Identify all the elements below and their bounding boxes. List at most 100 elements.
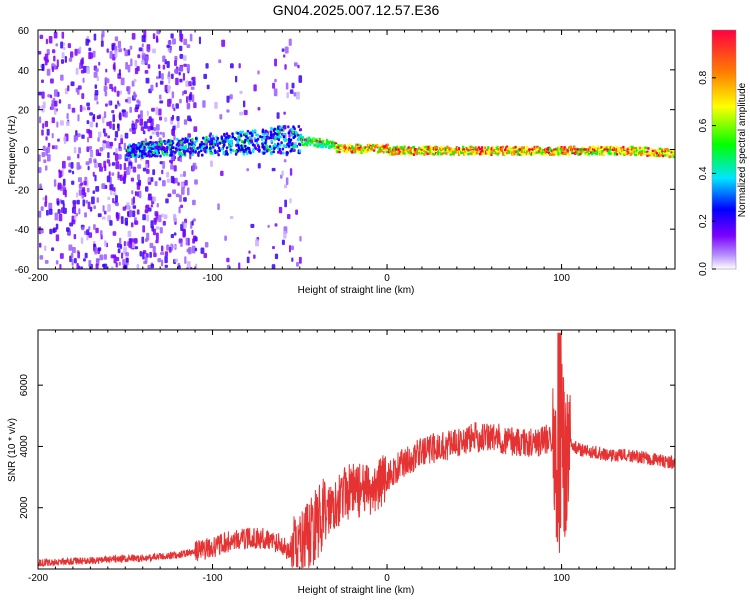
heatmap-cell (292, 136, 295, 140)
heatmap-cell (164, 256, 168, 264)
heatmap-cell (75, 212, 78, 217)
heatmap-cell (183, 150, 187, 154)
heatmap-cell (278, 206, 283, 214)
heatmap-cell (134, 67, 139, 75)
heatmap-cell (673, 152, 675, 156)
heatmap-cell (409, 146, 412, 150)
heatmap-cell (59, 170, 63, 178)
heatmap-cell (159, 131, 163, 135)
heatmap-cell (44, 260, 49, 264)
heatmap-cell (257, 106, 261, 111)
heatmap-cell (92, 171, 95, 177)
heatmap-cell (261, 130, 265, 134)
heatmap-cell (616, 153, 619, 156)
heatmap-cell (179, 145, 182, 149)
heatmap-cell (137, 174, 141, 181)
heatmap-cell (155, 82, 158, 88)
heatmap-cell (225, 132, 229, 136)
heatmap-cell (102, 116, 105, 124)
heatmap-cell (246, 256, 250, 264)
heatmap-cell (391, 153, 395, 156)
heatmap-cell (184, 144, 188, 148)
heatmap-cell (158, 177, 162, 181)
heatmap-cell (99, 254, 104, 261)
heatmap-cell (271, 167, 276, 172)
heatmap-cell (202, 144, 205, 148)
heatmap-cell (335, 144, 338, 147)
heatmap-cell (86, 66, 90, 74)
heatmap-cell (77, 85, 82, 90)
heatmap-cell (114, 131, 119, 138)
heatmap-cell (236, 131, 240, 135)
heatmap-cell (221, 39, 226, 47)
heatmap-cell (405, 151, 408, 155)
y-tick-label: 2000 (19, 496, 30, 519)
heatmap-cell (59, 253, 64, 259)
heatmap-cell (154, 181, 158, 187)
heatmap-cell (127, 230, 132, 238)
heatmap-cell (51, 247, 55, 251)
heatmap-cell (140, 126, 145, 131)
heatmap-cell (126, 167, 130, 175)
heatmap-cell (111, 110, 115, 114)
heatmap-cell (283, 126, 287, 130)
heatmap-cell (509, 146, 512, 150)
heatmap-cell (486, 150, 489, 154)
heatmap-cell (398, 145, 401, 149)
heatmap-cell (104, 165, 107, 172)
heatmap-cell (449, 153, 452, 156)
heatmap-cell (283, 159, 287, 163)
heatmap-cell (180, 140, 183, 144)
heatmap-cell (224, 235, 227, 241)
heatmap-cell (222, 144, 225, 148)
heatmap-cell (43, 159, 47, 164)
heatmap-cell (106, 159, 111, 164)
heatmap-cell (181, 182, 185, 188)
heatmap-cell (85, 161, 90, 166)
heatmap-cell (138, 47, 143, 52)
heatmap-cell (628, 146, 631, 150)
heatmap-cell (181, 137, 184, 141)
heatmap-cell (282, 135, 286, 139)
heatmap-cell (156, 203, 159, 208)
heatmap-cell (297, 64, 300, 69)
heatmap-cell (559, 152, 562, 156)
heatmap-cell (264, 141, 267, 145)
heatmap-cell (514, 147, 517, 151)
heatmap-cell (51, 66, 54, 73)
heatmap-cell (149, 242, 154, 249)
heatmap-cell (273, 131, 277, 135)
heatmap-cell (635, 148, 639, 151)
heatmap-cell (654, 150, 657, 153)
heatmap-cell (620, 147, 623, 150)
heatmap-cell (290, 127, 293, 131)
heatmap-cell (632, 147, 635, 150)
heatmap-cell (238, 63, 241, 69)
heatmap-cell (283, 111, 286, 115)
heatmap-cell (165, 198, 169, 204)
heatmap-cell (38, 242, 42, 248)
heatmap-cell (50, 94, 53, 99)
heatmap-cell (288, 244, 291, 253)
heatmap-cell (63, 42, 66, 46)
heatmap-cell (246, 139, 249, 143)
heatmap-cell (666, 153, 669, 156)
colorbar-tick-label: 0.4 (698, 166, 709, 180)
heatmap-cell (351, 145, 354, 148)
heatmap-cell (127, 88, 131, 95)
heatmap-cell (518, 148, 522, 151)
heatmap-cell (205, 145, 208, 149)
heatmap-cell (348, 143, 352, 147)
heatmap-cell (297, 135, 301, 139)
heatmap-cell (404, 147, 407, 151)
heatmap-cell (242, 100, 246, 108)
heatmap-cell (127, 97, 131, 103)
heatmap-cell (274, 78, 277, 83)
heatmap-cell (596, 152, 599, 156)
heatmap-cell (598, 149, 601, 153)
heatmap-cell (109, 51, 113, 59)
heatmap-cell (132, 205, 137, 209)
heatmap-cell (43, 56, 47, 61)
heatmap-cell (143, 145, 146, 149)
heatmap-cell (408, 153, 411, 156)
